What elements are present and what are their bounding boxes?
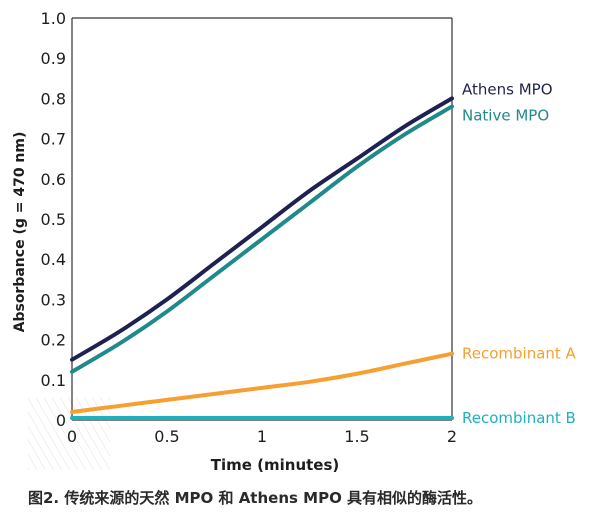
y-tick-label: 0.9 bbox=[41, 49, 66, 68]
series-line-athens-mpo bbox=[70, 96, 454, 362]
y-axis-label: Absorbance (g = 470 nm) bbox=[12, 132, 28, 333]
y-tick-label: 0.7 bbox=[41, 130, 66, 149]
y-tick-label: 0.5 bbox=[41, 210, 66, 229]
y-axis-ticks: 0 0.1 0.2 0.3 0.4 0.5 0.6 0.7 0.8 0.9 1.0 bbox=[41, 9, 66, 430]
x-tick-label: 1.5 bbox=[344, 427, 369, 446]
series-label-athens-mpo: Athens MPO bbox=[462, 80, 553, 98]
y-tick-label: 0.1 bbox=[41, 371, 66, 390]
y-tick-label: 0.6 bbox=[41, 170, 66, 189]
x-tick-label: 0.5 bbox=[154, 427, 179, 446]
y-tick-label: 0.3 bbox=[41, 290, 66, 309]
figure-caption: 图2. 传统来源的天然 MPO 和 Athens MPO 具有相似的酶活性。 bbox=[28, 489, 482, 507]
x-tick-label: 0 bbox=[67, 427, 77, 446]
series-label-native-mpo: Native MPO bbox=[462, 106, 549, 124]
y-tick-label: 0 bbox=[56, 411, 66, 430]
series-label-recombinant-a: Recombinant A bbox=[462, 345, 577, 363]
series-lines bbox=[70, 96, 454, 420]
x-tick-label: 1 bbox=[257, 427, 267, 446]
y-tick-label: 0.8 bbox=[41, 89, 66, 108]
series-label-recombinant-b: Recombinant B bbox=[462, 409, 576, 427]
series-labels: Athens MPO Native MPO Recombinant A Recombi… bbox=[462, 80, 577, 427]
y-tick-label: 0.2 bbox=[41, 331, 66, 350]
x-tick-label: 2 bbox=[447, 427, 457, 446]
x-axis-label: Time (minutes) bbox=[211, 456, 340, 474]
x-axis-ticks: 0 0.5 1 1.5 2 bbox=[67, 427, 457, 446]
y-tick-label: 1.0 bbox=[41, 9, 66, 28]
y-tick-label: 0.4 bbox=[41, 250, 66, 269]
plot-frame bbox=[71, 17, 453, 421]
series-line-recombinant-a bbox=[70, 351, 454, 414]
series-line-native-mpo bbox=[70, 104, 454, 374]
